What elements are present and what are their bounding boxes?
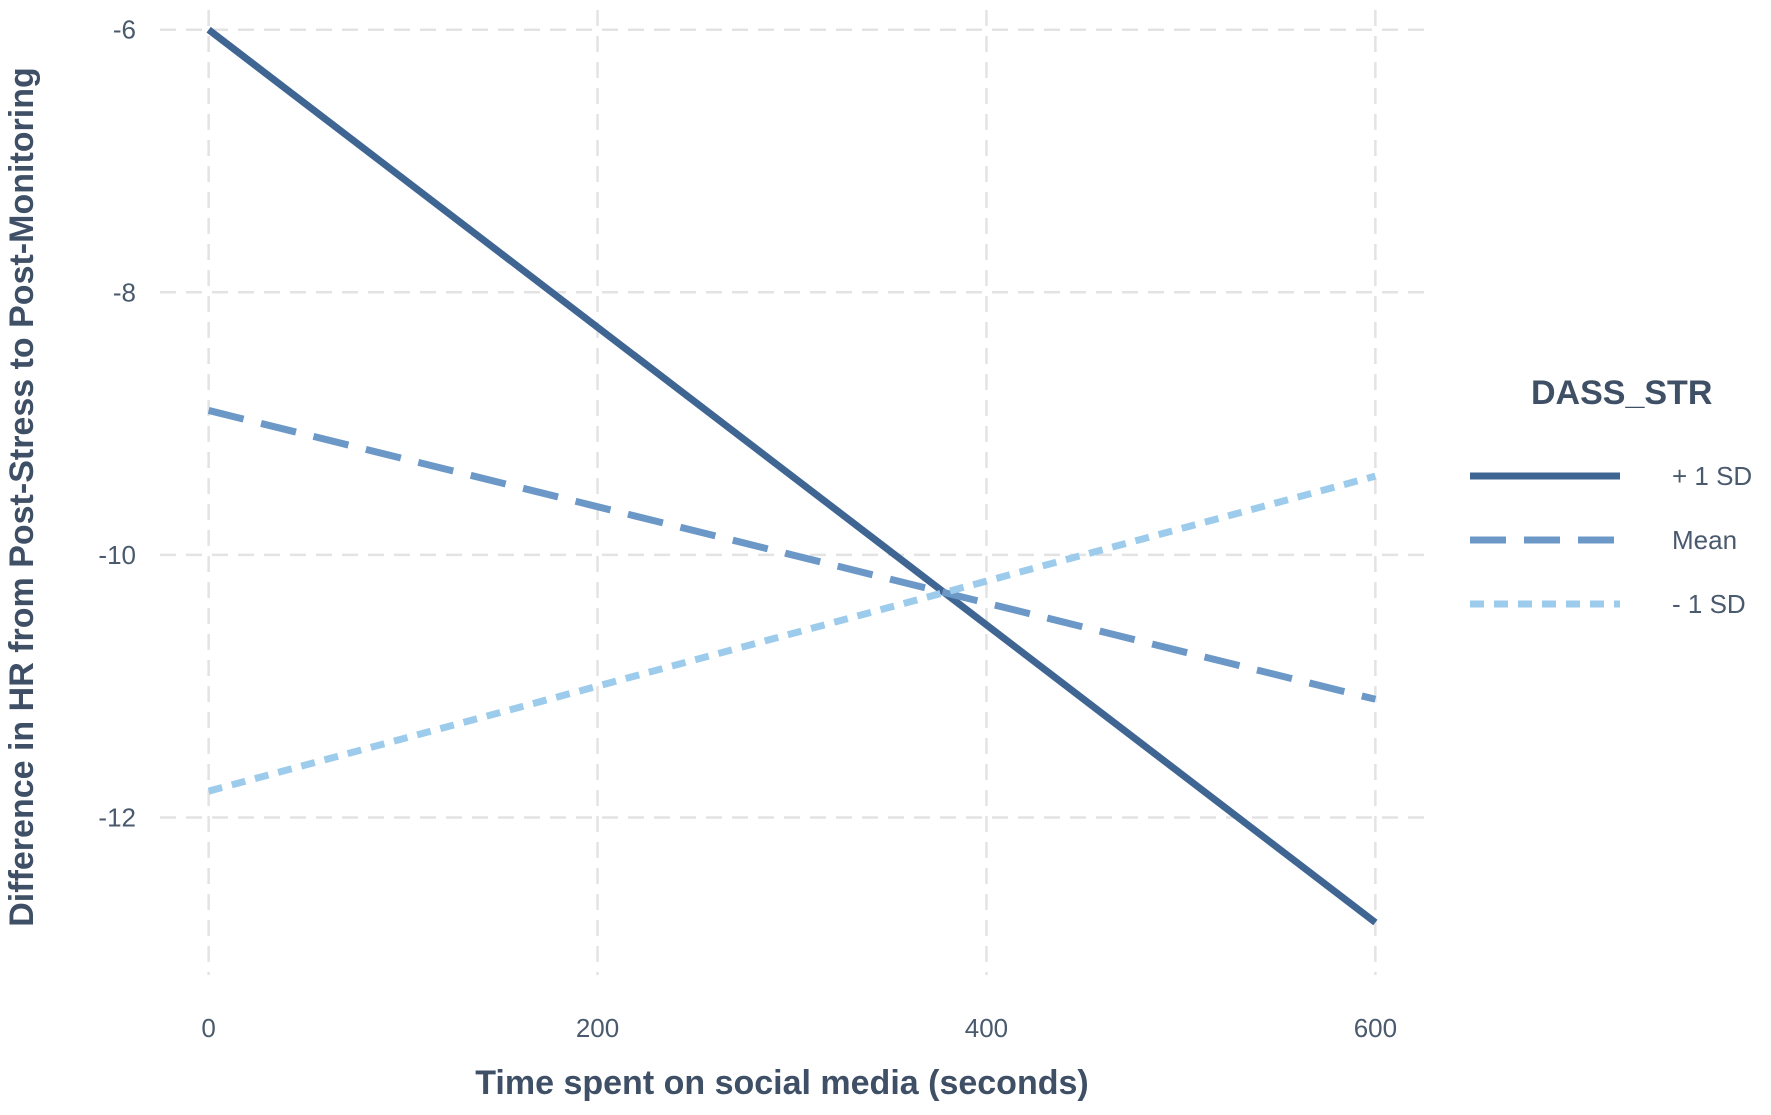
- series-line-2: [207, 472, 1377, 795]
- legend-items: + 1 SD Mean - 1 SD: [1470, 461, 1752, 619]
- legend-label-0: + 1 SD: [1672, 461, 1752, 491]
- series-line-1: [207, 407, 1377, 703]
- legend-label-1: Mean: [1672, 525, 1737, 555]
- series-lines: [206, 26, 1378, 926]
- x-tick-label: 200: [576, 1013, 619, 1043]
- tick-labels: 0 200 400 600 -6 -8 -10 -12: [98, 15, 1397, 1043]
- y-tick-label: -10: [98, 540, 136, 570]
- y-tick-label: -6: [113, 15, 136, 45]
- legend-title: DASS_STR: [1531, 374, 1712, 412]
- legend: DASS_STR + 1 SD Mean - 1 SD: [1470, 374, 1752, 619]
- y-axis-title: Difference in HR from Post-Stress to Pos…: [3, 67, 41, 927]
- y-tick-label: -8: [113, 277, 136, 307]
- series-line-0: [206, 26, 1378, 926]
- x-axis-title: Time spent on social media (seconds): [475, 1064, 1088, 1102]
- y-tick-label: -12: [98, 802, 136, 832]
- grid: [160, 10, 1424, 975]
- x-tick-label: 0: [201, 1013, 215, 1043]
- legend-label-2: - 1 SD: [1672, 589, 1746, 619]
- x-tick-label: 600: [1354, 1013, 1397, 1043]
- x-tick-label: 400: [965, 1013, 1008, 1043]
